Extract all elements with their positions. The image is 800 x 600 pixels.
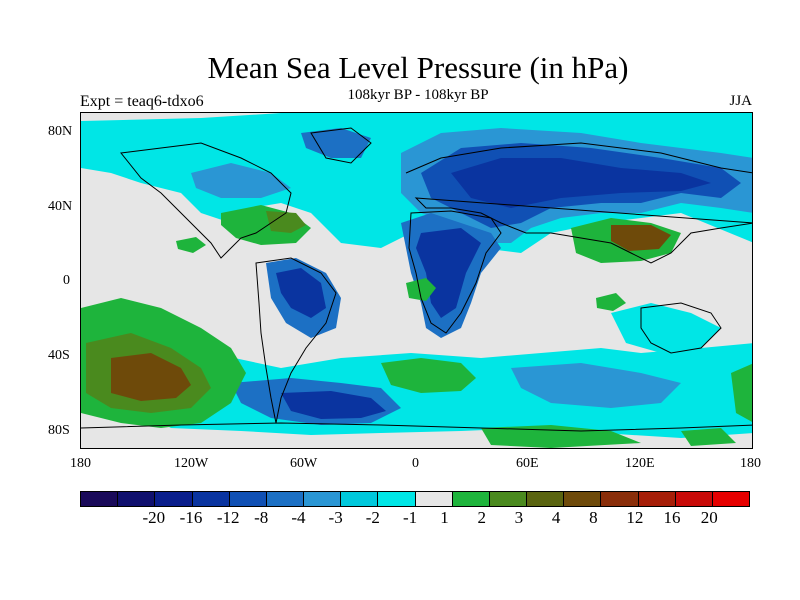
colorbar-label: 20 — [700, 508, 718, 527]
coastlines — [81, 127, 752, 432]
colorbar-label: -1 — [403, 508, 418, 527]
colorbar-box — [564, 492, 602, 506]
colorbar-box — [118, 492, 156, 506]
colorbar-label: 2 — [477, 508, 486, 527]
contour-brown-pacific-south — [111, 353, 191, 401]
colorbar-box — [415, 492, 453, 506]
colorbar — [80, 491, 750, 507]
colorbar-label: -16 — [179, 508, 203, 527]
contour-blue-north-america — [191, 163, 291, 198]
colorbar-box — [192, 492, 230, 506]
lon-label-180-right: 180 — [740, 456, 761, 471]
contour-blue-south-east — [511, 363, 681, 408]
colorbar-box — [378, 492, 416, 506]
colorbar-label: -2 — [365, 508, 380, 527]
contour-green-indian — [596, 293, 626, 311]
colorbar-box — [229, 492, 267, 506]
contour-green-small-pacific — [176, 237, 206, 253]
lat-label-0: 0 — [63, 273, 70, 288]
colorbar-box — [638, 492, 676, 506]
contour-blue-africa-inner — [416, 228, 481, 318]
colorbar-label: -8 — [254, 508, 269, 527]
season-label: JJA — [729, 93, 752, 109]
lon-label-180-left: 180 — [70, 456, 91, 471]
coast-australia — [640, 302, 722, 354]
contour-blue-arctic-small — [301, 128, 371, 158]
colorbar-label: 8 — [589, 508, 598, 527]
plot-title: Mean Sea Level Pressure (in hPa) — [207, 50, 629, 85]
contour-green-east — [731, 363, 752, 422]
coast-antarctica — [81, 422, 752, 432]
colorbar-label: -4 — [291, 508, 306, 527]
colorbar-box — [489, 492, 528, 506]
lat-label-80n: 80N — [48, 124, 73, 139]
colorbar-box — [266, 492, 305, 506]
lon-label-60e: 60E — [516, 456, 539, 471]
lat-label-40n: 40N — [48, 199, 73, 214]
colorbar-box — [527, 492, 565, 506]
colorbar-box — [712, 492, 750, 506]
lat-label-80s: 80S — [48, 423, 70, 438]
colorbar-label: 3 — [514, 508, 524, 527]
lon-label-60w: 60W — [290, 456, 318, 471]
colorbar-label: -12 — [216, 508, 240, 527]
colorbar-label: 16 — [663, 508, 681, 527]
colorbar-label: 1 — [440, 508, 449, 527]
contour-blue-australia — [611, 303, 721, 353]
map-svg — [81, 113, 752, 448]
contour-green-atlantic-eq — [406, 278, 436, 301]
colorbar-box — [452, 492, 490, 506]
colorbar-label: 4 — [551, 508, 561, 527]
contour-blue3-north — [451, 158, 711, 208]
colorbar-box — [81, 492, 119, 506]
pressure-map — [80, 112, 753, 449]
coast-greenland — [310, 127, 372, 164]
colorbar-box — [155, 492, 193, 506]
coast-south-america — [255, 257, 337, 424]
coast-europe-asia — [405, 142, 752, 264]
coast-africa — [408, 210, 502, 334]
lat-label-40s: 40S — [48, 348, 70, 363]
coast-north-america — [120, 142, 292, 259]
contour-olive-atlantic-north — [266, 211, 306, 233]
colorbar-box — [601, 492, 639, 506]
colorbar-box — [675, 492, 713, 506]
lon-label-0: 0 — [412, 456, 419, 471]
contour-green-atlantic-south — [381, 358, 476, 393]
colorbar-label: 12 — [626, 508, 644, 527]
colorbar-label: -3 — [328, 508, 343, 527]
colorbar-label: -20 — [142, 508, 166, 527]
contour-blue-south-inner — [281, 391, 386, 419]
lon-label-120e: 120E — [625, 456, 655, 471]
contour-olive-asia — [611, 225, 671, 251]
contour-blue-south-america-inner — [276, 268, 326, 318]
plot-subtitle: 108kyr BP - 108kyr BP — [347, 87, 489, 103]
lon-label-120w: 120W — [174, 456, 209, 471]
contour-green-southeast-small — [681, 428, 736, 446]
colorbar-box — [341, 492, 379, 506]
colorbar-box — [304, 492, 342, 506]
experiment-label: Expt = teaq6-tdxo6 — [80, 93, 204, 110]
